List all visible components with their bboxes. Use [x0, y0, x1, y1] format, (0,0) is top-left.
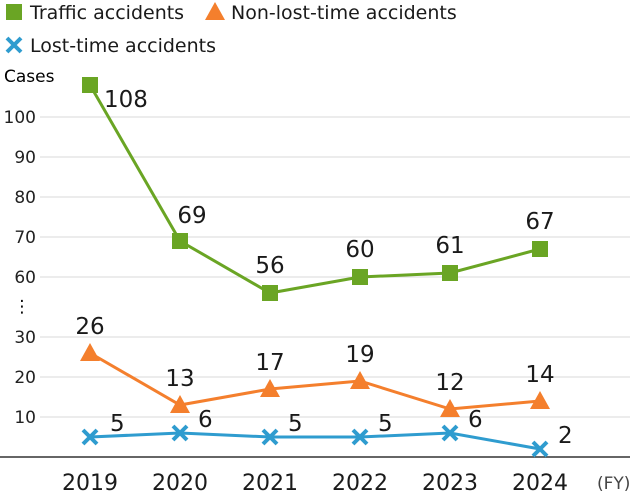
x-tick-2021: 2021	[242, 471, 298, 492]
data-label: 5	[288, 411, 303, 437]
data-point-square	[532, 241, 548, 257]
y-axis-unit-label: Cases	[4, 67, 55, 87]
x-tick-2024: 2024	[512, 471, 568, 492]
x-tick-2020: 2020	[152, 471, 208, 492]
data-point-triangle	[170, 395, 190, 413]
legend-label: Non-lost-time accidents	[231, 2, 457, 24]
x-axis-ticks: 2019 2020 2021 2022 2023 2024	[62, 471, 568, 492]
y-tick-30: 30	[14, 328, 36, 348]
data-point-cross	[531, 440, 549, 458]
x-axis-unit-label: (FY)	[597, 474, 630, 492]
data-label: 69	[177, 203, 206, 229]
data-label: 13	[165, 366, 194, 392]
data-point-triangle	[530, 391, 550, 409]
legend-marker-cross	[5, 36, 23, 54]
y-tick-100: 100	[4, 108, 36, 128]
legend-item-square: Traffic accidents	[6, 2, 184, 24]
data-label: 6	[468, 407, 483, 433]
legend-label: Lost-time accidents	[30, 35, 216, 57]
series-cross: 5 6 5 5 6 2	[81, 407, 573, 458]
data-label: 14	[525, 362, 554, 388]
x-tick-2023: 2023	[422, 471, 478, 492]
data-label: 17	[255, 350, 284, 376]
y-tick-90: 90	[14, 148, 36, 168]
x-tick-2022: 2022	[332, 471, 388, 492]
data-point-triangle	[260, 379, 280, 397]
legend: Traffic accidents Non-lost-time accidents…	[5, 2, 457, 57]
data-label: 5	[378, 411, 393, 437]
data-label: 26	[75, 314, 104, 340]
legend-marker-triangle	[205, 2, 225, 20]
y-tick-70: 70	[14, 228, 36, 248]
axis-break-symbol: ⋮	[14, 297, 31, 317]
data-label: 60	[345, 237, 374, 263]
y-tick-60: 60	[14, 268, 36, 288]
data-point-cross	[351, 428, 369, 446]
data-label: 2	[558, 423, 573, 449]
series-line	[89, 431, 541, 451]
y-tick-10: 10	[14, 408, 36, 428]
data-label: 61	[435, 233, 464, 259]
gridlines	[40, 116, 630, 418]
x-tick-2019: 2019	[62, 471, 118, 492]
data-point-cross	[81, 428, 99, 446]
data-point-square	[262, 285, 278, 301]
legend-marker-square	[6, 4, 22, 20]
data-label: 19	[345, 342, 374, 368]
data-point-cross	[171, 424, 189, 442]
data-label: 67	[525, 209, 554, 235]
data-label: 6	[198, 407, 213, 433]
data-point-triangle	[440, 399, 460, 417]
data-label: 56	[255, 253, 284, 279]
data-point-square	[442, 265, 458, 281]
series-line	[89, 351, 541, 411]
series-square: 108 69 56 60 61 67	[82, 77, 555, 301]
data-label: 108	[104, 87, 148, 113]
legend-item-cross: Lost-time accidents	[5, 35, 216, 57]
data-point-square	[82, 77, 98, 93]
data-point-cross	[441, 424, 459, 442]
legend-label: Traffic accidents	[29, 2, 184, 24]
y-tick-80: 80	[14, 188, 36, 208]
series-line	[88, 84, 541, 295]
legend-item-triangle: Non-lost-time accidents	[205, 2, 457, 24]
data-label: 5	[110, 411, 125, 437]
y-axis-ticks: 10 20 30 60 70 80 90 100	[4, 108, 36, 428]
data-point-square	[352, 269, 368, 285]
series-triangle: 26 13 17 19 12 14	[75, 314, 555, 417]
data-point-triangle	[350, 371, 370, 389]
data-point-square	[172, 233, 188, 249]
y-tick-20: 20	[14, 368, 36, 388]
data-point-cross	[261, 428, 279, 446]
data-point-triangle	[80, 343, 100, 361]
data-label: 12	[435, 370, 464, 396]
